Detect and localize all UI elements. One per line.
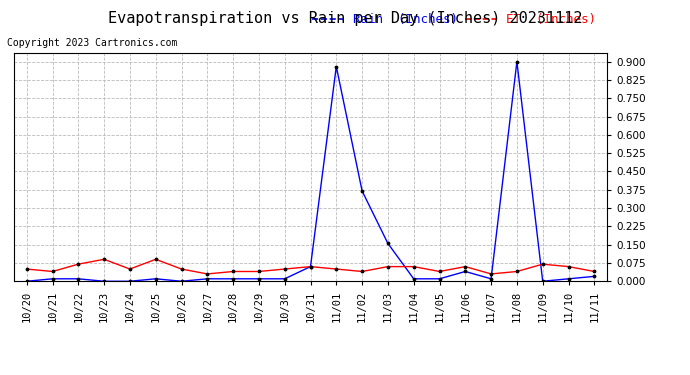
Legend: Rain  (Inches), ET  (Inches): Rain (Inches), ET (Inches): [307, 8, 601, 32]
Text: Evapotranspiration vs Rain per Day (Inches) 20231112: Evapotranspiration vs Rain per Day (Inch…: [108, 11, 582, 26]
Text: Copyright 2023 Cartronics.com: Copyright 2023 Cartronics.com: [7, 38, 177, 48]
